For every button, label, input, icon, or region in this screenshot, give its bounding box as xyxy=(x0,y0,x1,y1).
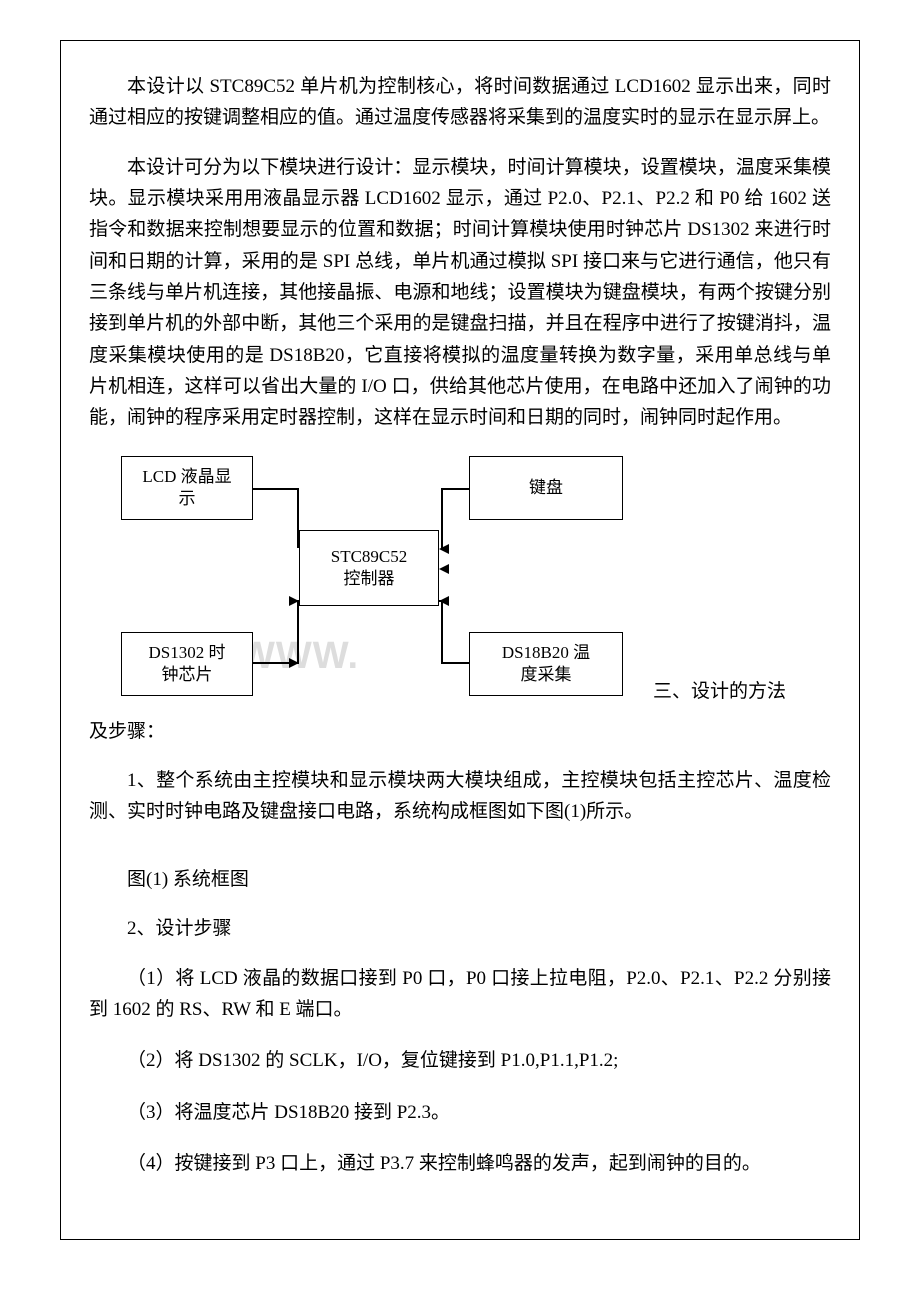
stub2 xyxy=(439,600,443,602)
paragraph-intro-2: 本设计可分为以下模块进行设计：显示模块，时间计算模块，设置模块，温度采集模块。显… xyxy=(89,152,831,434)
paragraph-3: 1、整个系统由主控模块和显示模块两大模块组成，主控模块包括主控芯片、温度检测、实… xyxy=(89,765,831,828)
node-ds1302-line1: DS1302 时 xyxy=(149,642,226,664)
figure-caption: 图(1) 系统框图 xyxy=(89,864,831,895)
node-ds1302: DS1302 时 钟芯片 xyxy=(121,632,253,696)
diagram-row: WWW. .com LCD 液晶显 示 键盘 STC89C52 控制器 DS13… xyxy=(89,452,831,714)
paragraph-4: 2、设计步骤 xyxy=(89,913,831,944)
arrow-ds1302-mcu-head xyxy=(289,658,299,668)
step-4: （4）按键接到 P3 口上，通过 P3.7 来控制蜂鸣器的发声，起到闹钟的目的。 xyxy=(89,1148,831,1179)
node-mcu-line2: 控制器 xyxy=(344,568,395,590)
content-frame: 本设计以 STC89C52 单片机为控制核心，将时间数据通过 LCD1602 显… xyxy=(60,40,860,1240)
arrow-mcu-lcd-h xyxy=(253,488,299,490)
node-ds18b20-line1: DS18B20 温 xyxy=(502,642,590,664)
node-kb-line1: 键盘 xyxy=(529,477,563,499)
node-keyboard: 键盘 xyxy=(469,456,623,520)
section-3-heading-cont: 及步骤： xyxy=(89,716,831,747)
arrow-ds18b20-mcu-v xyxy=(441,602,443,664)
step-2: （2）将 DS1302 的 SCLK，I/O，复位键接到 P1.0,P1.1,P… xyxy=(89,1045,831,1076)
arrow-kb-mcu-h xyxy=(441,488,469,490)
node-mcu-line1: STC89C52 xyxy=(331,546,408,568)
node-lcd-line2: 示 xyxy=(179,488,196,510)
node-ds1302-line2: 钟芯片 xyxy=(162,664,213,686)
node-ds18b20-line2: 度采集 xyxy=(521,664,572,686)
node-lcd: LCD 液晶显 示 xyxy=(121,456,253,520)
arrow-ds18b20-mcu-h xyxy=(441,662,469,664)
node-mcu: STC89C52 控制器 xyxy=(299,530,439,606)
paragraph-intro-1: 本设计以 STC89C52 单片机为控制核心，将时间数据通过 LCD1602 显… xyxy=(89,71,831,134)
node-lcd-line1: LCD 液晶显 xyxy=(142,466,231,488)
watermark-left: WWW. xyxy=(239,635,359,678)
arrow-ds1302-mcu-v xyxy=(297,602,299,664)
block-diagram: WWW. .com LCD 液晶显 示 键盘 STC89C52 控制器 DS13… xyxy=(89,452,649,714)
arrow-kb-mcu-head xyxy=(439,564,449,574)
page: 本设计以 STC89C52 单片机为控制核心，将时间数据通过 LCD1602 显… xyxy=(0,0,920,1302)
step-1: （1）将 LCD 液晶的数据口接到 P0 口，P0 口接上拉电阻，P2.0、P2… xyxy=(89,963,831,1026)
arrow-kb-mcu-head-alt xyxy=(439,544,449,554)
step-3: （3）将温度芯片 DS18B20 接到 P2.3。 xyxy=(89,1097,831,1128)
section-3-heading-inline: 三、设计的方法 xyxy=(653,676,786,713)
node-ds18b20: DS18B20 温 度采集 xyxy=(469,632,623,696)
arrow-kb-mcu-v xyxy=(441,488,443,548)
